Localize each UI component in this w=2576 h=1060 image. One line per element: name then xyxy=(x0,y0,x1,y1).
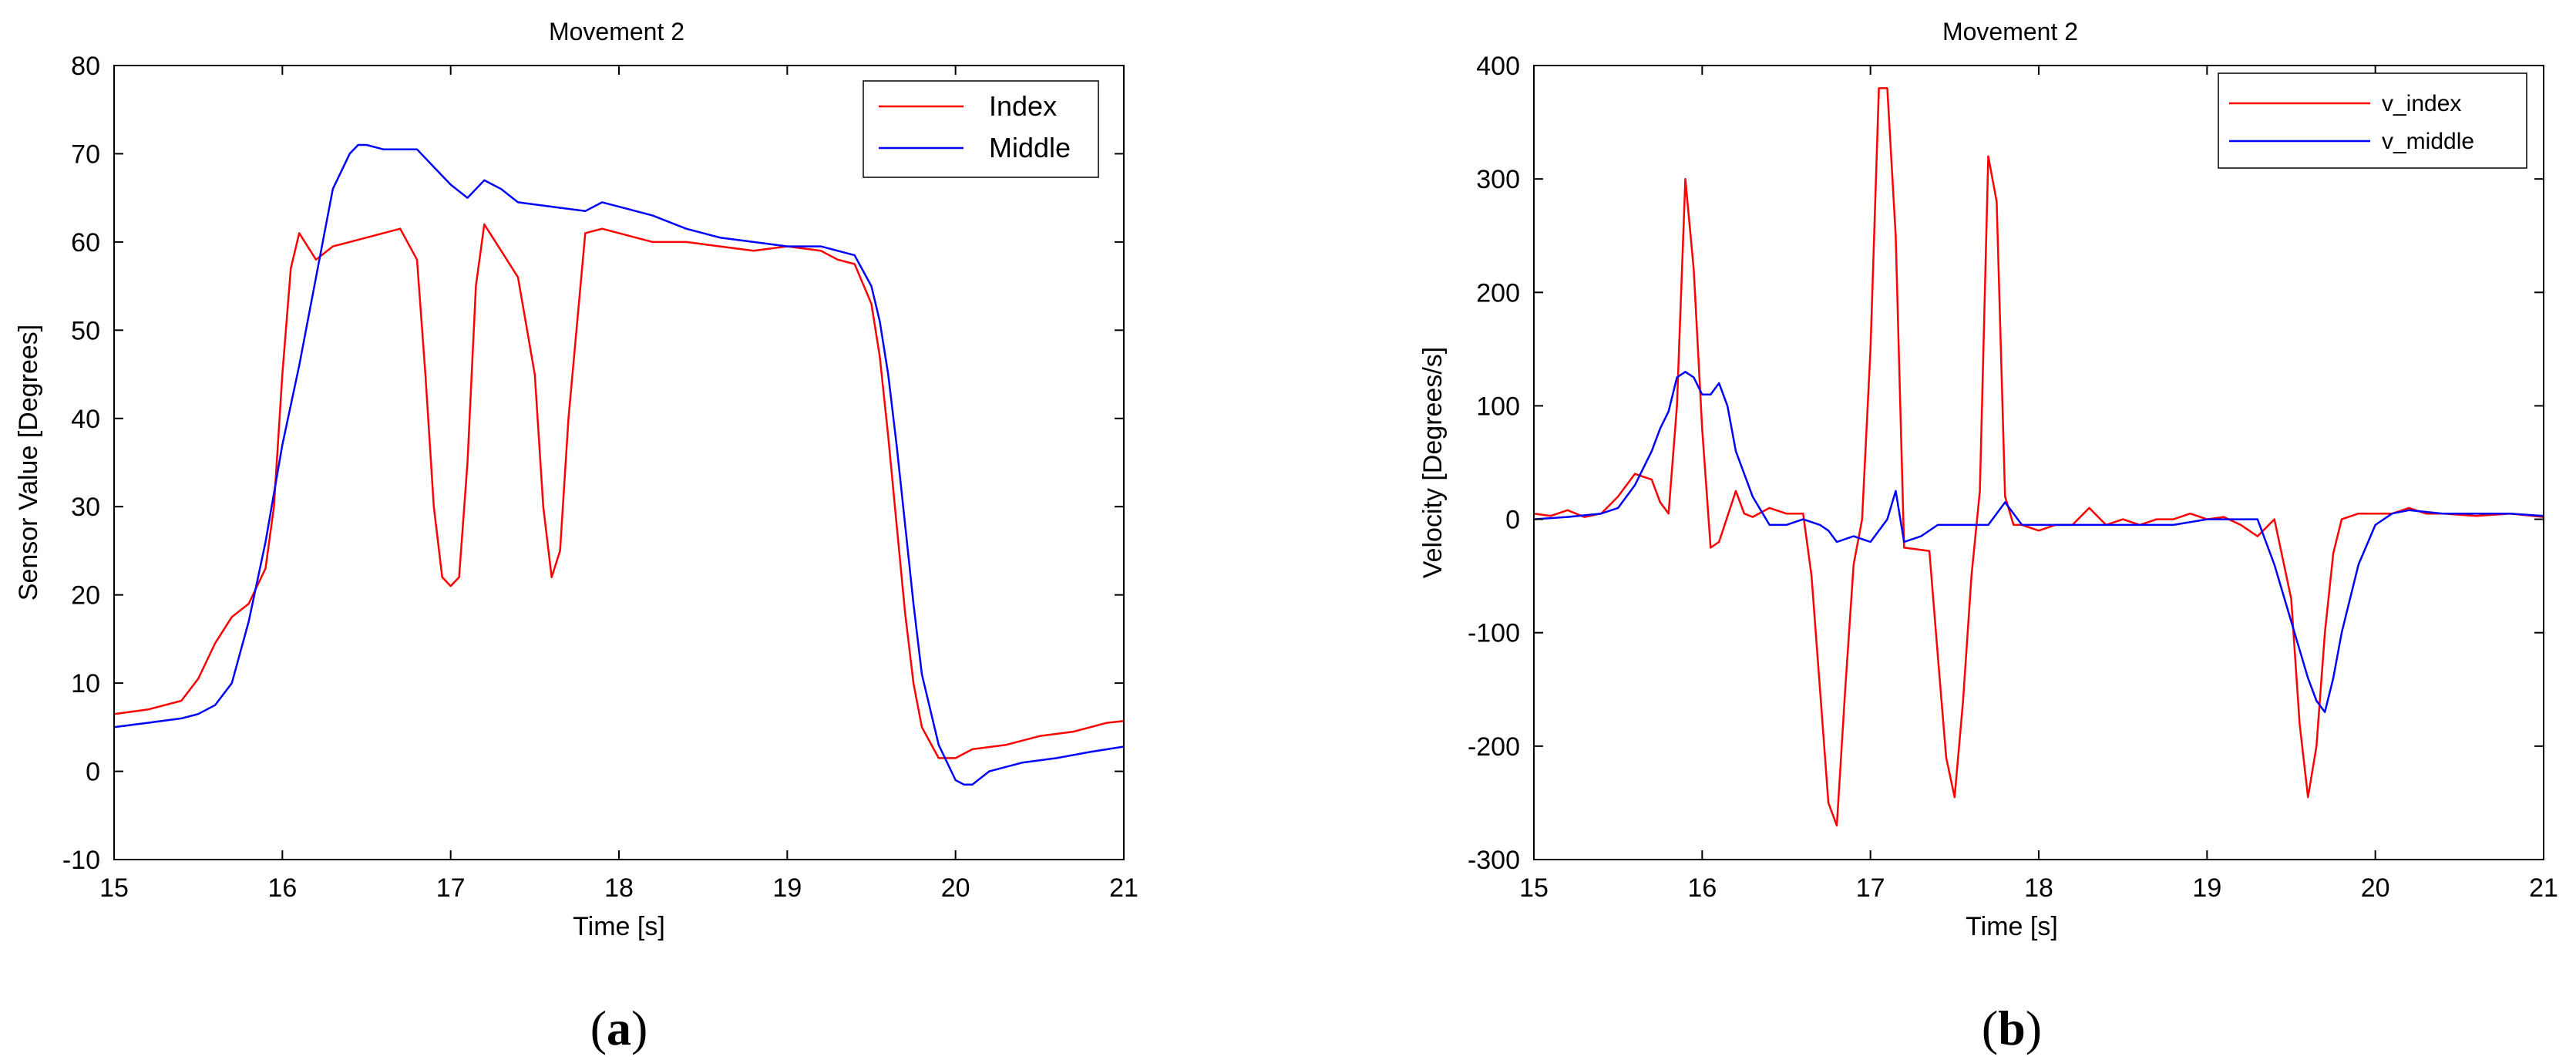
chart-a-x-tick-label: 21 xyxy=(1109,873,1138,903)
chart-panel-a: Movement 2 15 16 17 18 19 20 21 -10 0 10 20 30 40 50 6… xyxy=(14,18,1138,1055)
chart-a-x-tick-label: 16 xyxy=(267,873,297,903)
chart-a-series-middle-line xyxy=(113,143,1125,786)
chart-a-y-tick-label: 0 xyxy=(86,758,100,787)
chart-b-x-tick-label: 15 xyxy=(1519,873,1549,903)
chart-a-y-tick-label: 10 xyxy=(71,669,100,698)
chart-panel-b: Movement 2 15 16 17 18 19 20 21 -300 -200 -100 0 10… xyxy=(1418,18,2558,1055)
chart-b-y-tick-label: 100 xyxy=(1476,392,1520,421)
chart-b-x-tick-label: 19 xyxy=(2192,873,2221,903)
chart-b-x-tick-label: 16 xyxy=(1687,873,1717,903)
chart-b-y-tick-label: 200 xyxy=(1476,278,1520,308)
chart-a-y-tick-label: 30 xyxy=(71,493,100,522)
chart-a-y-tick-label: 80 xyxy=(71,52,100,81)
chart-b-plot-area: 15 16 17 18 19 20 21 -300 -200 -100 0 100 200 300 400 xyxy=(1468,52,2558,903)
chart-b-y-tick-label: -200 xyxy=(1468,732,1520,762)
chart-a-x-tick-label: 18 xyxy=(604,873,634,903)
chart-a-legend-index-label: Index xyxy=(989,90,1057,122)
chart-a-axes-box xyxy=(113,65,1125,860)
chart-a-x-tick-label: 17 xyxy=(436,873,466,903)
chart-b-panel-letter: b xyxy=(1998,1001,2026,1055)
chart-b-y-axis-label: Velocity [Degrees/s] xyxy=(1418,347,1448,578)
chart-a-y-tick-label: 70 xyxy=(71,140,100,169)
chart-a-x-tick-label: 19 xyxy=(772,873,802,903)
chart-b-legend-v-middle-label: v_middle xyxy=(2382,129,2474,154)
chart-b-series-v-middle-line xyxy=(1533,371,2544,713)
chart-a-y-tick-label: -10 xyxy=(62,846,100,875)
chart-a-x-axis-label: Time [s] xyxy=(573,912,665,941)
chart-b-y-tick-label: 300 xyxy=(1476,165,1520,194)
chart-a-y-axis-label: Sensor Value [Degrees] xyxy=(14,325,43,601)
chart-b-x-tick-label: 20 xyxy=(2361,873,2390,903)
chart-a-x-tick-label: 15 xyxy=(99,873,129,903)
chart-a-legend: Index Middle xyxy=(863,80,1099,178)
chart-a-y-tick-label: 60 xyxy=(71,228,100,257)
chart-b-y-tick-label: -100 xyxy=(1468,619,1520,648)
chart-b-y-tick-label: 400 xyxy=(1476,52,1520,81)
chart-a-x-tick-label: 20 xyxy=(941,873,970,903)
chart-a-y-tick-label: 40 xyxy=(71,405,100,434)
chart-a-series-index-line xyxy=(113,223,1125,759)
chart-b-y-tick-label: -300 xyxy=(1468,846,1520,875)
chart-a-title: Movement 2 xyxy=(549,18,684,45)
chart-b-x-axis-label: Time [s] xyxy=(1966,912,2058,941)
chart-a-panel-caption: (a) xyxy=(590,1001,648,1055)
chart-b-title: Movement 2 xyxy=(1942,18,2078,45)
chart-a-plot-area: 15 16 17 18 19 20 21 -10 0 10 20 30 40 50 60 70 80 xyxy=(62,52,1138,903)
chart-a-y-tick-label: 20 xyxy=(71,581,100,611)
chart-a-y-tick-label: 50 xyxy=(71,316,100,345)
chart-b-legend-v-index-label: v_index xyxy=(2382,91,2461,116)
chart-a-panel-letter: a xyxy=(607,1001,631,1055)
chart-b-x-tick-label: 17 xyxy=(1856,873,1885,903)
chart-b-panel-caption: (b) xyxy=(1982,1001,2042,1055)
chart-b-y-tick-label: 0 xyxy=(1505,506,1520,535)
chart-a-legend-middle-label: Middle xyxy=(989,132,1071,163)
chart-b-x-tick-label: 18 xyxy=(2024,873,2053,903)
chart-b-legend-box xyxy=(2218,72,2527,169)
chart-b-x-tick-label: 21 xyxy=(2529,873,2558,903)
chart-a-legend-box xyxy=(863,80,1099,178)
chart-b-legend: v_index v_middle xyxy=(2218,72,2527,169)
chart-b-series-v-index-line xyxy=(1533,87,2544,827)
